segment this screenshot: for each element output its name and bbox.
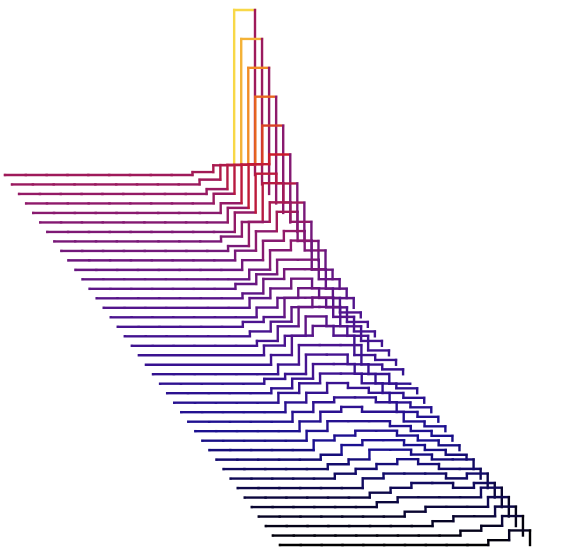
page: {"chart_data": {"type": "waterfall", "bi…: [3, 8, 532, 547]
chart: [3, 8, 532, 547]
